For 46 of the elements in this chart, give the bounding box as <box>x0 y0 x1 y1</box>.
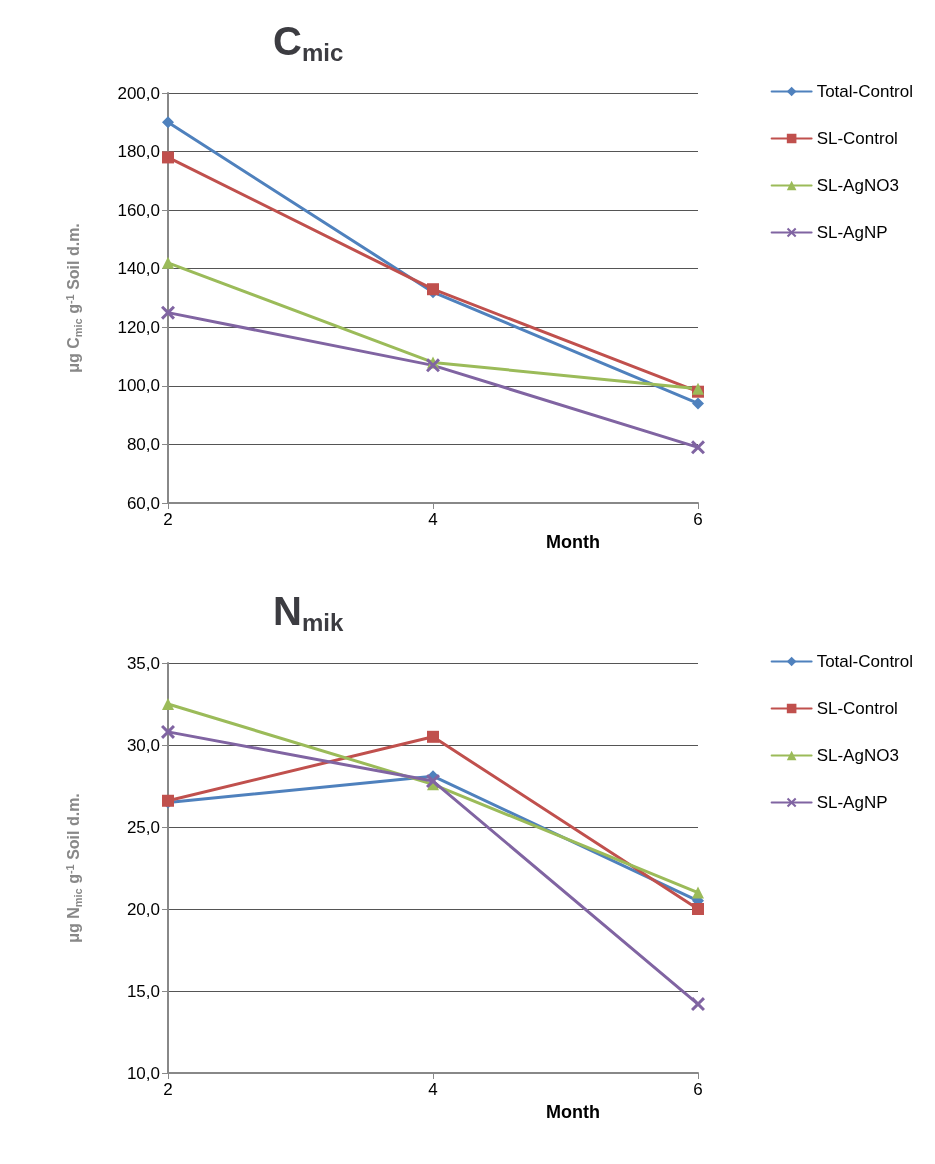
point <box>426 774 440 789</box>
y-axis-title: μg Cmic g-1 Soil d.m. <box>63 223 84 373</box>
legend-label: SL-AgNP <box>816 223 888 242</box>
y-tick-label: 140,0 <box>117 259 160 279</box>
point <box>161 305 175 320</box>
x-tick-label: 6 <box>693 1080 703 1099</box>
point <box>691 440 705 455</box>
x-tick-label: 2 <box>163 1080 173 1099</box>
y-tick-label: 200,0 <box>117 83 160 103</box>
y-tick-label: 35,0 <box>126 653 160 673</box>
point <box>162 151 174 164</box>
y-tick-label: 25,0 <box>126 817 160 837</box>
x-tick-label: 4 <box>428 510 438 529</box>
point <box>427 730 439 743</box>
point <box>162 698 174 710</box>
y-tick-label: 160,0 <box>117 200 160 220</box>
y-tick-label: 20,0 <box>126 899 160 919</box>
legend-label: SL-AgNO3 <box>816 176 899 195</box>
point <box>162 116 174 129</box>
point <box>162 256 174 269</box>
point <box>161 724 175 739</box>
y-tick-label: 60,0 <box>126 493 160 513</box>
x-tick-label: 4 <box>428 1080 438 1099</box>
y-tick-label: 30,0 <box>126 735 160 755</box>
x-axis-title: Month <box>546 1102 600 1122</box>
y-tick-label: 80,0 <box>126 434 160 454</box>
point <box>692 886 704 899</box>
legend-label: SL-AgNO3 <box>816 746 899 765</box>
y-axis-title: μg Nmic g-1 Soil d.m. <box>63 793 84 943</box>
legend-label: Total-Control <box>816 82 913 101</box>
y-tick-label: 10,0 <box>126 1063 160 1083</box>
point <box>692 397 704 410</box>
legend-label: SL-Control <box>816 129 898 148</box>
legend-label: Total-Control <box>816 652 913 671</box>
x-tick-label: 2 <box>163 510 173 529</box>
legend-label: SL-Control <box>816 699 898 718</box>
point <box>691 997 705 1012</box>
y-tick-label: 15,0 <box>126 981 160 1001</box>
y-tick-label: 120,0 <box>117 317 160 337</box>
y-tick-label: 180,0 <box>117 142 160 162</box>
legend-label: SL-AgNP <box>816 793 888 812</box>
y-tick-label: 100,0 <box>117 376 160 396</box>
x-tick-label: 6 <box>693 510 703 529</box>
point <box>426 358 440 373</box>
point <box>692 903 704 915</box>
x-axis-title: Month <box>546 532 600 552</box>
